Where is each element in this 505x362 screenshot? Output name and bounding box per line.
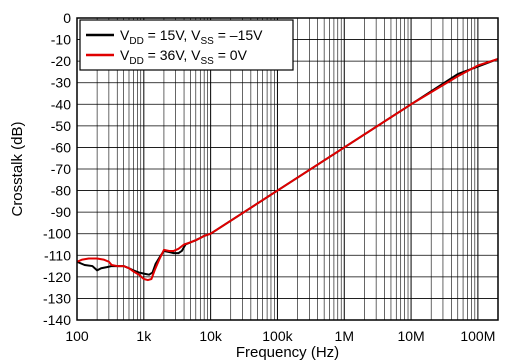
x-tick-label: 1k <box>136 328 152 344</box>
x-tick-label: 1M <box>335 328 354 344</box>
x-tick-label: 10k <box>199 328 223 344</box>
series-lines <box>76 58 499 282</box>
y-tick-label: 0 <box>63 10 71 26</box>
x-tick-label: 10M <box>397 328 424 344</box>
y-tick-label: -30 <box>51 75 71 91</box>
legend-box <box>79 19 294 71</box>
y-tick-label: -100 <box>43 226 71 242</box>
tick-labels: 100 1k 10k 100k 1M 10M 100M 0 -10 -20 -30 -40 -50 -60… <box>43 10 495 344</box>
x-axis-title: Frequency (Hz) <box>236 344 339 361</box>
series-line-1 <box>76 58 499 276</box>
y-tick-label: -80 <box>51 183 71 199</box>
series-line-2 <box>76 58 499 282</box>
legend-label-1: VDD = 15V, VSS = –15V <box>120 27 263 47</box>
y-tick-label: -50 <box>51 118 71 134</box>
x-tick-label: 100k <box>262 328 293 344</box>
y-tick-label: -90 <box>51 204 71 220</box>
y-tick-label: -140 <box>43 312 71 328</box>
grid-lines <box>76 17 499 321</box>
y-tick-label: -110 <box>44 247 71 263</box>
legend-label-2: VDD = 36V, VSS = 0V <box>120 47 248 67</box>
x-tick-label: 100 <box>65 328 89 344</box>
x-tick-label: 100M <box>460 328 495 344</box>
y-tick-label: -10 <box>51 32 71 48</box>
y-tick-label: -130 <box>43 290 71 306</box>
y-tick-label: -60 <box>51 139 71 155</box>
y-tick-label: -120 <box>43 269 71 285</box>
plot-frame <box>76 17 499 321</box>
y-axis-title: Crosstalk (dB) <box>9 121 26 216</box>
y-tick-label: -40 <box>51 96 71 112</box>
y-tick-label: -70 <box>51 161 71 177</box>
y-tick-label: -20 <box>51 53 71 69</box>
